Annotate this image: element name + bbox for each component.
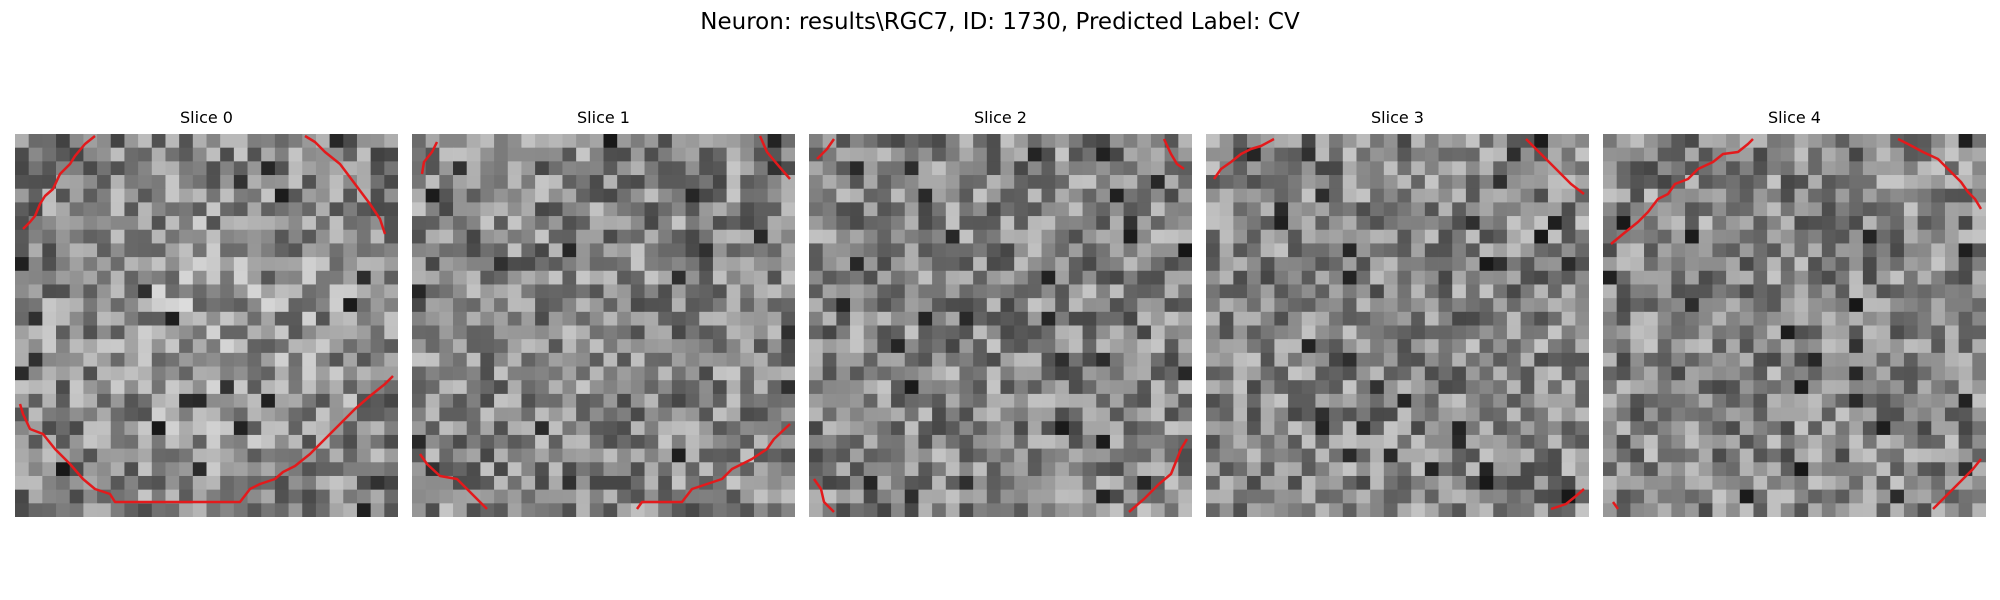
pixel-grid: [809, 134, 1192, 517]
contour-line: [1162, 138, 1185, 171]
figure-title: Neuron: results\RGC7, ID: 1730, Predicte…: [700, 9, 1300, 35]
pixel-grid: [1206, 134, 1589, 517]
slice-image: [809, 134, 1192, 517]
contour-line: [1610, 138, 1754, 245]
contour-line: [420, 141, 439, 175]
slice-image: [412, 134, 795, 517]
slice-title: Slice 0: [180, 108, 233, 127]
contour-line: [1525, 138, 1585, 195]
contour-line: [635, 423, 791, 510]
contour-line: [1128, 438, 1189, 513]
contour-line: [1550, 488, 1585, 511]
contour-line: [304, 134, 387, 235]
contour-line: [812, 478, 835, 513]
contour-line: [1212, 137, 1275, 180]
slice-image: [1206, 134, 1589, 517]
contour-line: [22, 135, 96, 230]
contour-line: [1897, 137, 1983, 210]
slice-panel-4: Slice 4: [1603, 108, 1986, 517]
slice-image: [15, 134, 398, 517]
contour-line: [418, 453, 488, 510]
contour-line: [816, 138, 836, 160]
contour-line: [1611, 501, 1620, 510]
slice-title: Slice 3: [1371, 108, 1424, 127]
slice-image: [1603, 134, 1986, 517]
pixel-grid: [1603, 134, 1986, 517]
contour-line: [758, 135, 791, 180]
pixel-grid: [412, 134, 795, 517]
slice-panel-1: Slice 1: [412, 108, 795, 517]
slice-panel-2: Slice 2: [809, 108, 1192, 517]
contour-line: [1932, 458, 1982, 510]
slice-panel-3: Slice 3: [1206, 108, 1589, 517]
contour-line: [18, 375, 394, 504]
slice-panel-0: Slice 0: [15, 108, 398, 517]
slice-title: Slice 4: [1768, 108, 1821, 127]
slice-title: Slice 2: [974, 108, 1027, 127]
slice-title: Slice 1: [577, 108, 630, 127]
pixel-grid: [15, 134, 398, 517]
